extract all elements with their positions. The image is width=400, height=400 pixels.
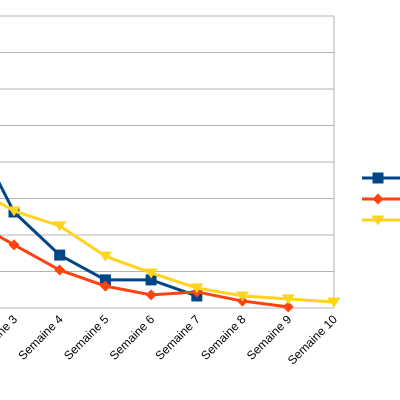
x-tick-label: Semaine 7 [152, 312, 203, 363]
x-tick-label: Semaine 10 [285, 312, 340, 367]
point [54, 249, 66, 261]
point [145, 289, 157, 301]
point [8, 239, 20, 251]
series-line [0, 235, 289, 309]
point [145, 274, 157, 286]
point [281, 294, 295, 305]
x-tick-label: Semaine 8 [198, 312, 249, 363]
point [327, 297, 341, 308]
x-tick-label: Semaine 4 [15, 312, 66, 363]
point [54, 264, 66, 276]
point [7, 206, 21, 217]
point [53, 221, 67, 232]
legend-marker [372, 172, 384, 184]
x-tick-label: Semaine 6 [107, 312, 158, 363]
point [144, 268, 158, 279]
series-line [0, 181, 198, 298]
point [190, 283, 204, 294]
x-tick-label: Semaine 5 [61, 312, 112, 363]
legend-marker [372, 193, 384, 205]
point [98, 251, 112, 262]
point [236, 291, 249, 302]
point [99, 274, 111, 286]
legend-marker [371, 215, 385, 226]
point [282, 301, 294, 313]
point [99, 280, 111, 292]
